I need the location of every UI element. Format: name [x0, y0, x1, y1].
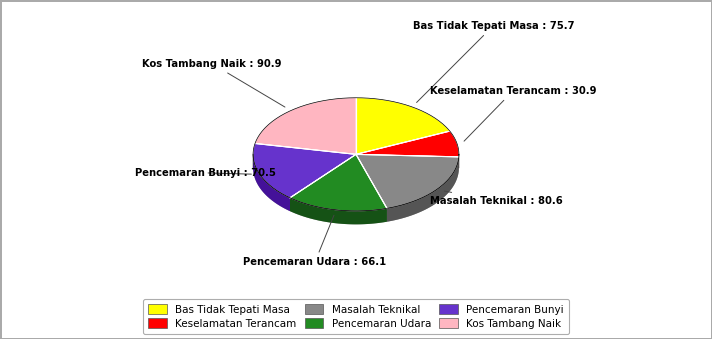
Polygon shape: [356, 154, 459, 208]
Polygon shape: [387, 157, 459, 222]
Polygon shape: [290, 198, 387, 224]
Polygon shape: [253, 143, 356, 198]
Polygon shape: [253, 154, 459, 224]
Text: Masalah Teknikal : 80.6: Masalah Teknikal : 80.6: [430, 191, 563, 206]
Polygon shape: [356, 98, 450, 154]
Text: Bas Tidak Tepati Masa : 75.7: Bas Tidak Tepati Masa : 75.7: [412, 21, 574, 102]
Polygon shape: [253, 155, 290, 211]
Legend: Bas Tidak Tepati Masa, Keselamatan Terancam, Masalah Teknikal, Pencemaran Udara,: Bas Tidak Tepati Masa, Keselamatan Teran…: [142, 299, 570, 334]
Polygon shape: [255, 98, 356, 154]
Text: Keselamatan Terancam : 30.9: Keselamatan Terancam : 30.9: [430, 85, 597, 141]
Polygon shape: [290, 154, 387, 211]
Text: Kos Tambang Naik : 90.9: Kos Tambang Naik : 90.9: [142, 59, 285, 107]
Text: Pencemaran Udara : 66.1: Pencemaran Udara : 66.1: [244, 215, 387, 267]
Text: Pencemaran Bunyi : 70.5: Pencemaran Bunyi : 70.5: [135, 168, 276, 178]
Polygon shape: [356, 131, 459, 157]
